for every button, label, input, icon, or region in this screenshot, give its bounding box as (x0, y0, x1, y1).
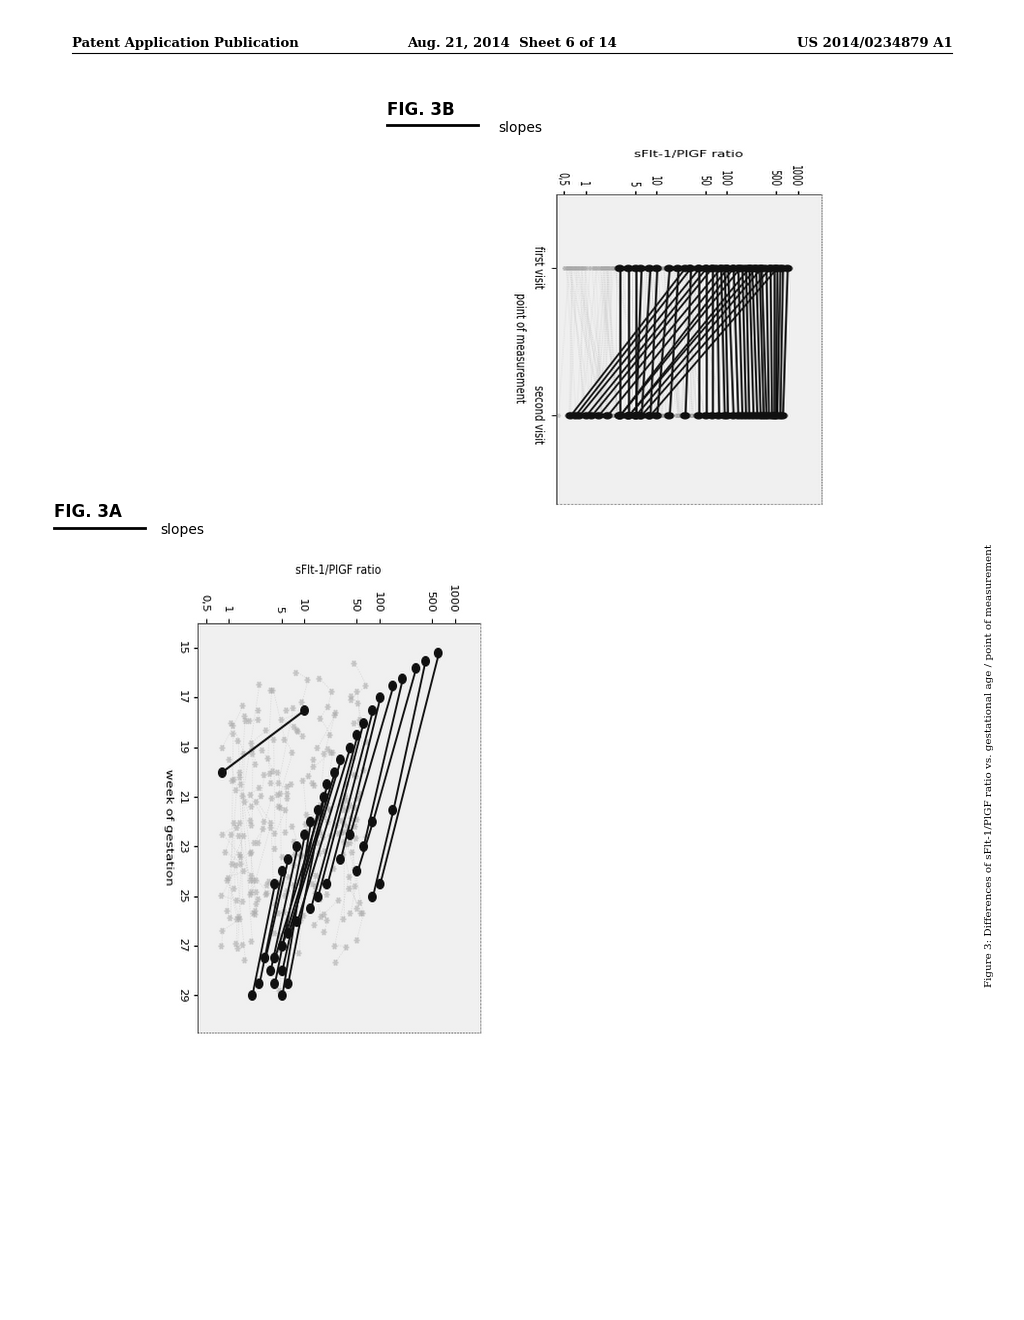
Text: Aug. 21, 2014  Sheet 6 of 14: Aug. 21, 2014 Sheet 6 of 14 (408, 37, 616, 50)
Text: Figure 3: Differences of sFlt-1/PlGF ratio vs. gestational age / point of measur: Figure 3: Differences of sFlt-1/PlGF rat… (985, 544, 993, 987)
Text: FIG. 3A: FIG. 3A (54, 503, 122, 521)
Text: slopes: slopes (161, 523, 205, 537)
Text: Patent Application Publication: Patent Application Publication (72, 37, 298, 50)
Text: slopes: slopes (499, 120, 543, 135)
Text: US 2014/0234879 A1: US 2014/0234879 A1 (797, 37, 952, 50)
Text: FIG. 3B: FIG. 3B (387, 100, 455, 119)
